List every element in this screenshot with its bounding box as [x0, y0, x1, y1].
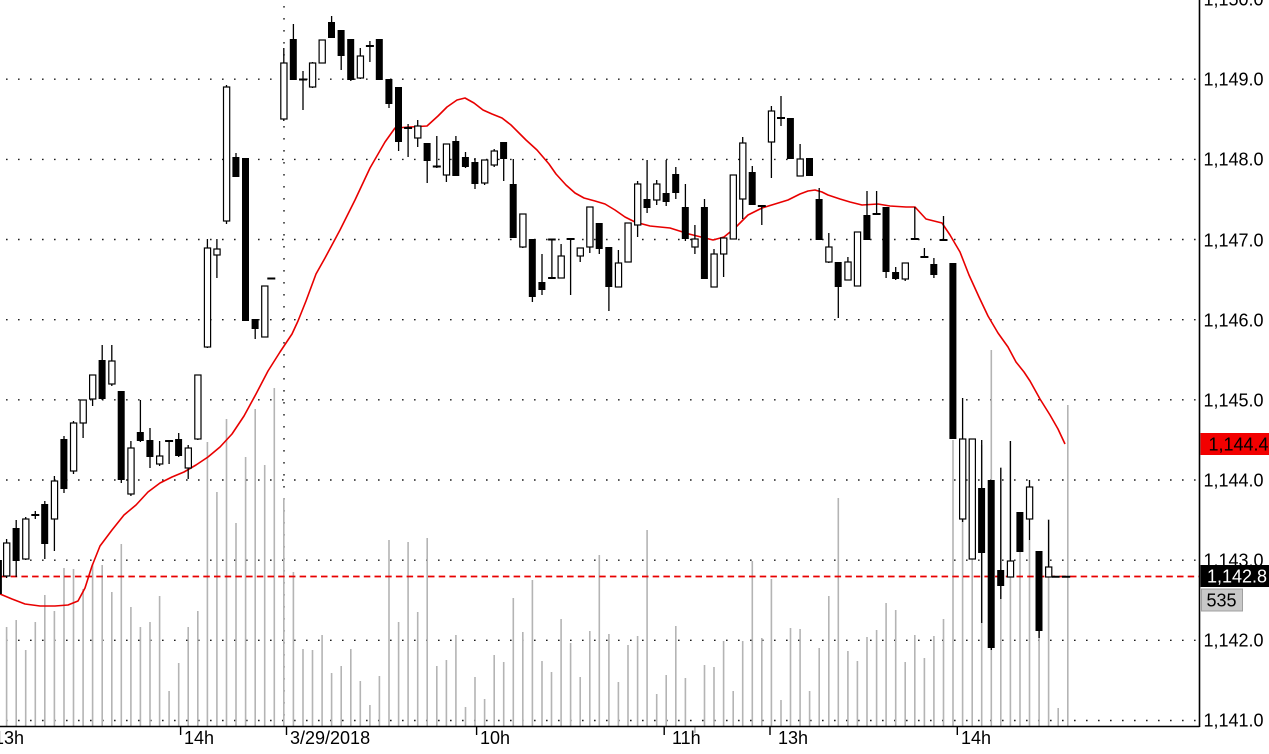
svg-text:1,145.0: 1,145.0 [1204, 390, 1264, 410]
svg-text:1,148.0: 1,148.0 [1204, 149, 1264, 169]
svg-text:1,142.8: 1,142.8 [1207, 567, 1267, 587]
svg-text:1,144.4: 1,144.4 [1209, 435, 1269, 455]
svg-text:14h: 14h [184, 728, 214, 748]
svg-text:11h: 11h [672, 728, 701, 748]
svg-text:1,147.0: 1,147.0 [1204, 230, 1264, 250]
svg-text:10h: 10h [480, 728, 510, 748]
svg-text:1,144.0: 1,144.0 [1204, 470, 1264, 490]
svg-text:1,146.0: 1,146.0 [1204, 310, 1264, 330]
svg-text:1,141.0: 1,141.0 [1204, 710, 1264, 730]
svg-text:1,149.0: 1,149.0 [1204, 69, 1264, 89]
svg-text:13h: 13h [778, 728, 808, 748]
svg-text:535: 535 [1207, 591, 1237, 611]
svg-text:14h: 14h [961, 728, 991, 748]
svg-text:1,142.0: 1,142.0 [1204, 630, 1264, 650]
svg-text:3/29/2018: 3/29/2018 [290, 728, 370, 748]
svg-text:1,150.0: 1,150.0 [1204, 0, 1264, 9]
svg-text:13h: 13h [0, 728, 24, 748]
